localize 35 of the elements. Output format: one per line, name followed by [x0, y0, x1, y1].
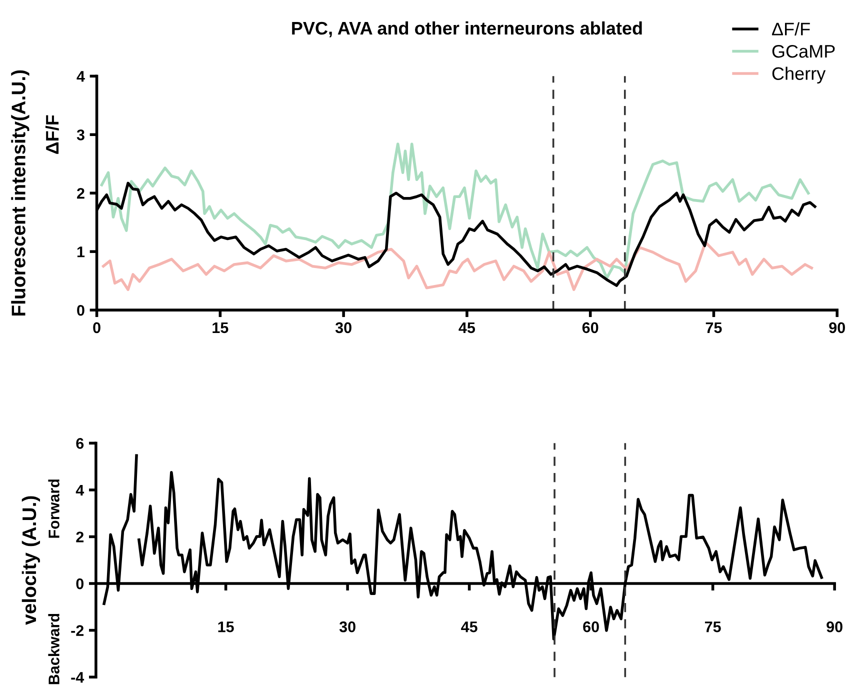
legend-label: GCaMP — [772, 44, 835, 58]
x-tick-label: 30 — [339, 621, 356, 632]
x-tick-label: 60 — [583, 621, 599, 632]
x-tick-label: 0 — [93, 322, 100, 334]
y-axis-title: velocity (A.U.) — [22, 496, 40, 625]
y-tick-label: 6 — [76, 438, 84, 449]
x-tick-label: 75 — [704, 622, 721, 632]
line-series — [100, 142, 810, 280]
y-tick-label: 0 — [77, 304, 84, 316]
x-tick-label: 15 — [212, 322, 228, 334]
y-tick-label: -4 — [71, 672, 84, 683]
x-tick-label: 15 — [218, 622, 234, 632]
x-tick-label: 45 — [461, 622, 478, 632]
x-tick-label: 45 — [458, 322, 476, 334]
y-tick-label: 2 — [77, 188, 84, 199]
text: Backward — [48, 614, 60, 684]
x-tick-label: 90 — [826, 621, 842, 632]
x-tick-label: 75 — [706, 322, 722, 334]
line-series — [102, 240, 814, 291]
y-tick-label: -2 — [71, 625, 84, 636]
y-axis-title: Fluorescent intensity(A.U.) — [11, 70, 30, 316]
y-tick-label: 4 — [76, 484, 84, 496]
y-tick-label: 3 — [76, 129, 84, 140]
y-tick-label: 1 — [77, 246, 85, 258]
y-tick-label: 4 — [76, 71, 85, 82]
legend-label: Cherry — [772, 66, 826, 84]
y-tick-label: 0 — [76, 578, 84, 590]
x-tick-label: 90 — [829, 322, 845, 334]
chart-title: PVC, AVA and other interneurons ablated — [292, 21, 642, 38]
text: ΔF/F — [45, 115, 59, 154]
legend-label: ΔF/F — [772, 22, 810, 36]
x-tick-label: 30 — [335, 322, 352, 334]
y-tick-label: 2 — [76, 532, 84, 542]
x-tick-label: 60 — [582, 322, 598, 334]
text: Forward — [48, 480, 60, 538]
